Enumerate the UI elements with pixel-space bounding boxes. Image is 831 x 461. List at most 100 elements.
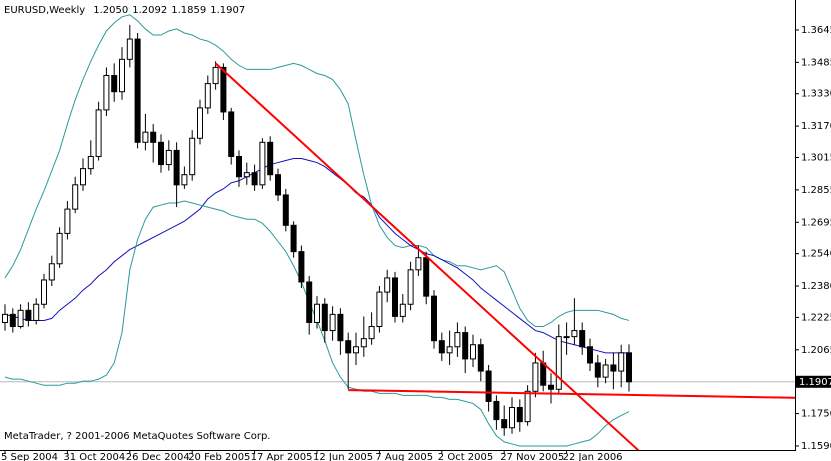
candle-body bbox=[306, 281, 313, 323]
x-tick-label: 26 Dec 2004 bbox=[126, 452, 190, 461]
candle-body bbox=[126, 38, 133, 60]
candle-body bbox=[189, 137, 196, 176]
x-tick-label: 31 Oct 2004 bbox=[63, 452, 125, 461]
candle-body bbox=[415, 257, 422, 271]
candle-body bbox=[485, 370, 492, 402]
chart-title: EURUSD,Weekly bbox=[4, 5, 85, 16]
trendline bbox=[348, 389, 795, 399]
candle-body bbox=[314, 303, 320, 323]
x-tick-label: 12 Jun 2005 bbox=[313, 452, 373, 461]
candle-body bbox=[228, 111, 235, 157]
candle-body bbox=[220, 66, 227, 113]
candle-body bbox=[524, 390, 531, 423]
x-tick-label: 20 Feb 2005 bbox=[188, 452, 250, 461]
last-price-label: 1.1907 bbox=[799, 377, 831, 388]
y-tick-label: 1.2065 bbox=[801, 345, 831, 356]
candle-body bbox=[602, 364, 609, 378]
candle-body bbox=[111, 75, 118, 93]
last-price-box bbox=[796, 375, 831, 388]
candle-body bbox=[87, 155, 94, 170]
candle-body bbox=[579, 330, 586, 348]
header-value: 1.2050 bbox=[93, 5, 128, 16]
y-tick-label: 1.3645 bbox=[801, 25, 831, 36]
candle-body bbox=[41, 279, 47, 305]
y-tick-label: 1.2855 bbox=[801, 185, 831, 196]
candle-body bbox=[158, 141, 164, 166]
candle-body bbox=[204, 83, 211, 109]
candle-body bbox=[610, 364, 617, 372]
header-value: 1.1907 bbox=[210, 5, 245, 16]
candle-body bbox=[321, 303, 328, 332]
candle-body bbox=[298, 251, 305, 283]
header-value: 1.2092 bbox=[132, 5, 167, 16]
candle-body bbox=[368, 326, 375, 340]
candle-body bbox=[212, 66, 219, 85]
y-tick-label: 1.1590 bbox=[801, 441, 831, 452]
y-tick-label: 1.2695 bbox=[801, 217, 831, 228]
candle-body bbox=[181, 174, 188, 186]
candle-body bbox=[103, 75, 110, 111]
candle-body bbox=[197, 107, 203, 139]
x-tick-label: 22 Jan 2006 bbox=[563, 452, 623, 461]
candle-body bbox=[516, 406, 523, 423]
candle-body bbox=[95, 109, 102, 157]
candle-body bbox=[501, 419, 508, 429]
candle-body bbox=[64, 208, 71, 234]
candle-body bbox=[290, 224, 297, 253]
candle-body bbox=[345, 340, 352, 354]
candle-body bbox=[72, 184, 79, 210]
plot-area bbox=[0, 14, 795, 450]
y-tick-label: 1.2380 bbox=[801, 281, 831, 292]
candle-body bbox=[407, 269, 414, 305]
candle-body bbox=[376, 291, 383, 328]
candle-body bbox=[142, 131, 149, 143]
y-tick-label: 1.3015 bbox=[801, 152, 831, 163]
candle-body bbox=[337, 313, 344, 342]
candle-body bbox=[267, 141, 274, 176]
candle-body bbox=[329, 313, 336, 332]
candle-body bbox=[134, 38, 141, 143]
candle-body bbox=[438, 340, 445, 354]
candle-body bbox=[25, 309, 32, 321]
candle-body bbox=[392, 277, 398, 317]
candle-body bbox=[48, 263, 55, 281]
candle-body bbox=[56, 232, 63, 265]
y-tick-label: 1.1750 bbox=[801, 409, 831, 420]
candle-body bbox=[173, 149, 180, 186]
candle-body bbox=[571, 330, 578, 338]
candle-body bbox=[587, 346, 593, 364]
candle-body bbox=[563, 336, 570, 339]
candle-body bbox=[80, 168, 86, 186]
candle-body bbox=[259, 141, 266, 186]
candle-body bbox=[594, 362, 601, 378]
y-tick-label: 1.3170 bbox=[801, 121, 831, 132]
candle-body bbox=[353, 346, 359, 354]
y-tick-label: 1.2225 bbox=[801, 312, 831, 323]
candle-body bbox=[9, 313, 16, 328]
candle-body bbox=[532, 362, 539, 392]
candle-body bbox=[17, 309, 24, 328]
candle-body bbox=[548, 384, 554, 390]
x-tick-label: 17 Apr 2005 bbox=[251, 452, 313, 461]
x-tick-label: 2 Oct 2005 bbox=[438, 452, 493, 461]
candle-body bbox=[540, 362, 547, 386]
candle-body bbox=[470, 344, 476, 360]
candle-body bbox=[477, 344, 484, 372]
x-tick-label: 7 Aug 2005 bbox=[375, 452, 433, 461]
candle-body bbox=[150, 131, 157, 143]
copyright: MetaTrader, ? 2001-2006 MetaQuotes Softw… bbox=[4, 431, 270, 442]
candle-body bbox=[33, 303, 40, 321]
candle-body bbox=[626, 352, 632, 383]
x-tick-label: 27 Nov 2005 bbox=[500, 452, 564, 461]
candle-body bbox=[360, 338, 367, 348]
candle-body bbox=[446, 346, 453, 354]
candle-body bbox=[236, 155, 242, 178]
trendline bbox=[214, 62, 640, 450]
candle-body bbox=[251, 172, 258, 186]
candle-body bbox=[454, 332, 461, 348]
candle-body bbox=[399, 303, 406, 317]
indicator-line bbox=[4, 14, 630, 328]
candle-body bbox=[2, 313, 8, 323]
candle-body bbox=[509, 406, 515, 429]
